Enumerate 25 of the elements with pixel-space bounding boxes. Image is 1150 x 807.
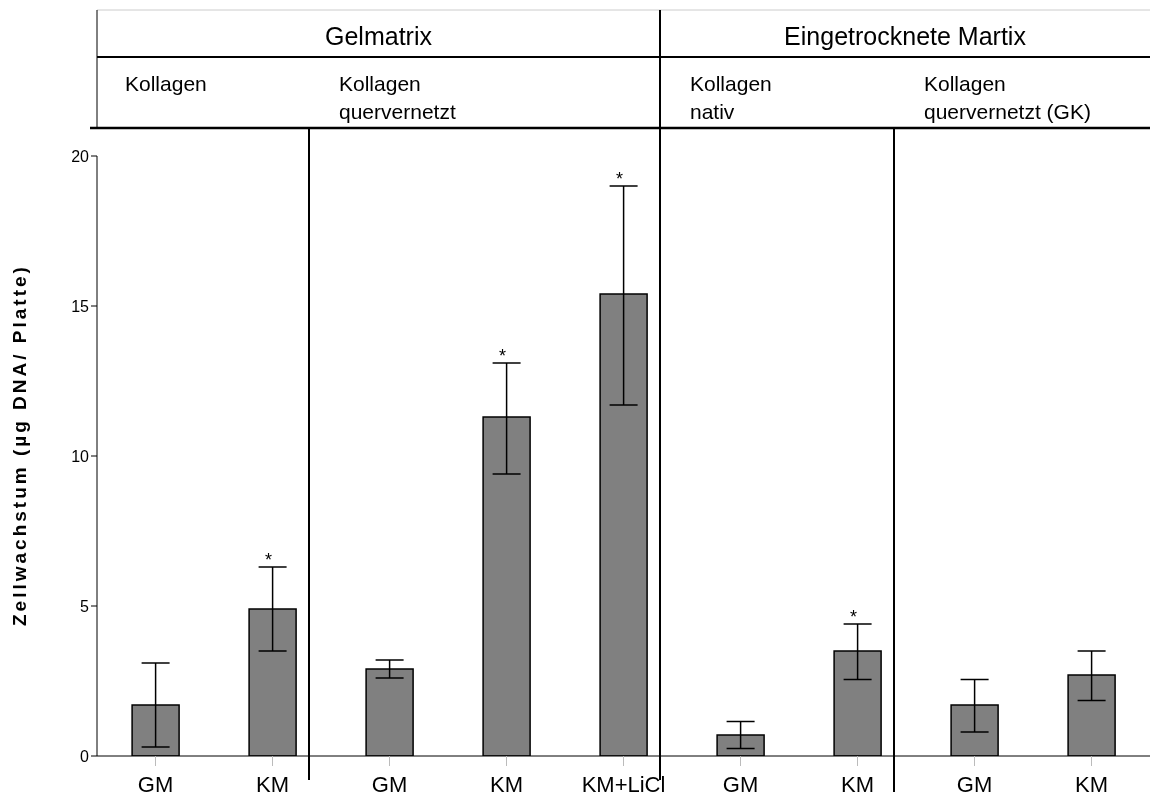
x-tick-label: KM xyxy=(490,771,523,797)
x-tick-label: GM xyxy=(371,771,408,797)
text: Kollagen nativ xyxy=(690,72,772,123)
annotation: * xyxy=(498,346,507,366)
y-axis-title: Zellwachstum (µg DNA/ Platte) xyxy=(8,264,30,626)
text: Eingetrocknete Martix xyxy=(784,22,1027,50)
x-tick-label: GM xyxy=(956,771,993,797)
y-tick-label: 20 xyxy=(71,147,90,165)
text: Kollagen quervernetzt (GK) xyxy=(924,72,1091,123)
text: Kollagen quervernetzt xyxy=(339,72,456,123)
text: Kollagen xyxy=(125,72,207,95)
y-tick-label: 5 xyxy=(80,597,90,615)
y-tick-label: 0 xyxy=(80,747,90,765)
text: Gelmatrix xyxy=(325,22,433,50)
annotation: * xyxy=(264,550,273,570)
x-tick-label: KM xyxy=(256,771,289,797)
x-tick-label: KM xyxy=(1075,771,1108,797)
y-tick-label: 10 xyxy=(71,447,90,465)
x-tick-label: KM xyxy=(841,771,874,797)
x-tick-label: KM+LiCl xyxy=(581,771,666,797)
x-tick-label: GM xyxy=(137,771,174,797)
y-tick-label: 15 xyxy=(71,297,90,315)
x-tick-label: GM xyxy=(722,771,759,797)
annotation: * xyxy=(615,169,624,189)
annotation: * xyxy=(849,607,858,627)
